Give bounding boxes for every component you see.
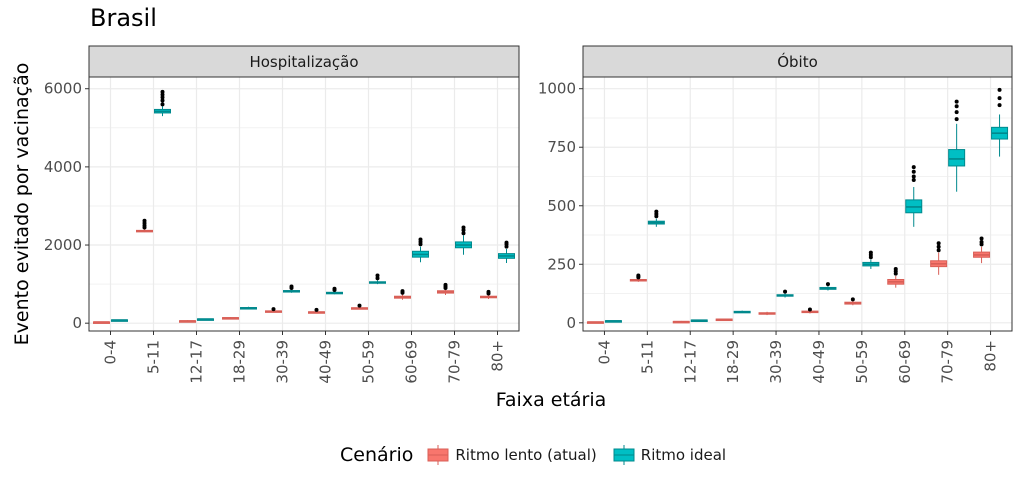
x-tick-label: 5-11 <box>638 340 656 374</box>
outlier-point <box>997 87 1002 92</box>
outlier-point <box>936 248 941 253</box>
legend-item-ideal: Ritmo ideal <box>613 444 726 466</box>
outlier-point <box>160 95 165 100</box>
x-tick-label: 40-49 <box>810 340 828 384</box>
y-axis-title: Evento evitado por vacinação <box>11 63 33 346</box>
outlier-point <box>936 241 941 246</box>
x-tick-label: 60-69 <box>896 340 914 384</box>
x-tick-label: 0-4 <box>595 340 613 365</box>
facet-strip-label: Hospitalização <box>249 53 358 71</box>
outlier-point <box>461 228 466 233</box>
outlier-point <box>375 276 380 281</box>
outlier-point <box>375 273 380 278</box>
x-tick-label: 5-11 <box>145 340 163 374</box>
y-tick-label: 2000 <box>44 236 82 254</box>
outlier-point <box>850 297 855 302</box>
outlier-point <box>418 237 423 242</box>
outlier-point <box>954 99 959 104</box>
outlier-point <box>160 102 165 107</box>
outlier-point <box>783 289 788 294</box>
outlier-point <box>893 266 898 271</box>
outlier-point <box>954 104 959 109</box>
outlier-point <box>997 96 1002 101</box>
x-tick-label: 0-4 <box>102 340 120 365</box>
legend-label-slow: Ritmo lento (atual) <box>455 446 597 464</box>
outlier-point <box>807 307 812 312</box>
outlier-point <box>357 303 362 308</box>
outlier-point <box>332 286 337 291</box>
y-tick-label: 4000 <box>44 158 82 176</box>
x-tick-label: 60-69 <box>403 340 421 384</box>
x-tick-label: 40-49 <box>317 340 335 384</box>
x-tick-label: 70-79 <box>939 340 957 384</box>
panel-background <box>583 77 1012 331</box>
outlier-point <box>461 231 466 236</box>
outlier-point <box>142 218 147 223</box>
outlier-point <box>461 225 466 230</box>
outlier-point <box>911 165 916 170</box>
outlier-point <box>654 209 659 214</box>
outlier-point <box>954 117 959 122</box>
outlier-point <box>486 289 491 294</box>
x-tick-label: 18-29 <box>231 340 249 384</box>
x-tick-label: 70-79 <box>446 340 464 384</box>
legend-title: Cenário <box>340 444 414 466</box>
outlier-point <box>504 240 509 245</box>
x-tick-label: 50-59 <box>853 340 871 384</box>
y-tick-label: 0 <box>566 314 576 332</box>
facet-strip <box>582 45 1013 78</box>
outlier-point <box>868 250 873 255</box>
x-tick-label: 50-59 <box>360 340 378 384</box>
x-axis-title: Faixa etária <box>496 389 607 411</box>
outlier-point <box>160 98 165 103</box>
facet-strip <box>88 45 520 78</box>
outlier-point <box>825 282 830 287</box>
legend-key-slow <box>427 445 449 465</box>
x-tick-label: 30-39 <box>274 340 292 384</box>
y-tick-label: 6000 <box>44 80 82 98</box>
outlier-point <box>911 169 916 174</box>
outlier-point <box>636 273 641 278</box>
outlier-point <box>936 244 941 249</box>
legend-key-ideal <box>613 445 635 465</box>
y-tick-label: 750 <box>547 138 576 156</box>
outlier-point <box>997 103 1002 108</box>
panel-1: 0 250 500 750 1000 0-4 5-11 12-17 18-29 30-39 40-4… <box>538 45 1013 384</box>
legend-label-ideal: Ritmo ideal <box>640 446 727 464</box>
x-tick-label: 80+ <box>982 340 1000 372</box>
y-tick-label: 0 <box>72 314 82 332</box>
x-tick-label: 12-17 <box>681 340 699 384</box>
outlier-point <box>289 284 294 289</box>
page-title: Brasil <box>90 4 157 32</box>
box <box>948 149 966 167</box>
legend-item-slow: Ritmo lento (atual) <box>427 444 597 466</box>
x-tick-label: 80+ <box>489 340 507 372</box>
y-tick-label: 1000 <box>538 80 576 98</box>
legend: Cenário Ritmo lento (atual) Ritmo ideal <box>340 440 736 470</box>
facet-strip-label: Óbito <box>777 52 818 71</box>
outlier-point <box>271 307 276 312</box>
outlier-point <box>160 92 165 97</box>
outlier-point <box>979 236 984 241</box>
panel-0: 0 2000 4000 6000 0-4 5-11 12-17 18-29 30-39 40-49… <box>44 45 520 384</box>
outlier-point <box>911 174 916 179</box>
y-tick-label: 500 <box>547 197 576 215</box>
outlier-point <box>400 289 405 294</box>
outlier-point <box>954 110 959 115</box>
x-tick-label: 30-39 <box>767 340 785 384</box>
outlier-point <box>979 240 984 245</box>
outlier-point <box>160 89 165 94</box>
outlier-point <box>314 307 319 312</box>
x-tick-label: 12-17 <box>188 340 206 384</box>
x-tick-label: 18-29 <box>724 340 742 384</box>
outlier-point <box>911 178 916 183</box>
outlier-point <box>443 282 448 287</box>
y-tick-label: 250 <box>547 255 576 273</box>
